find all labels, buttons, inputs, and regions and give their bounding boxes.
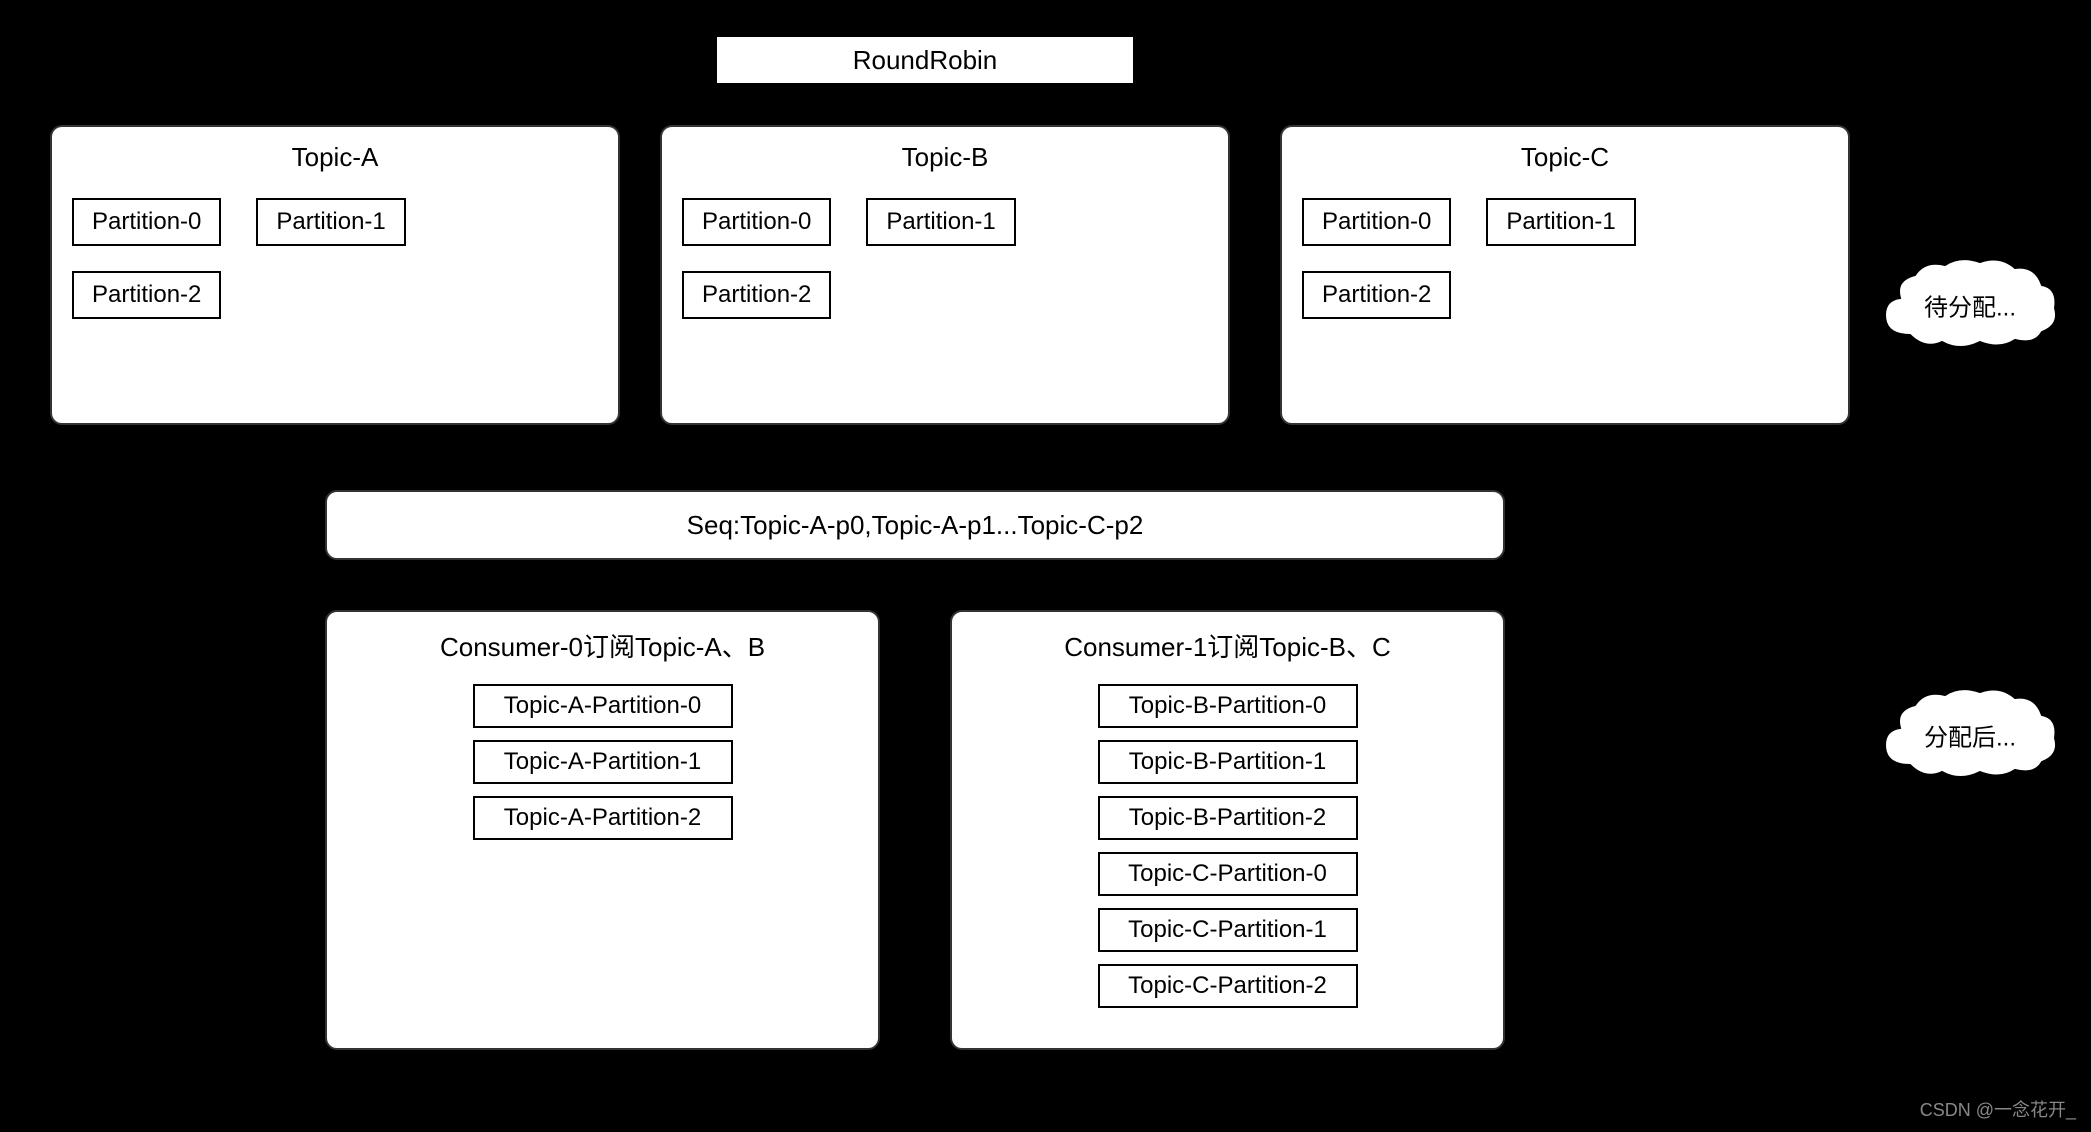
- topic-a-row2: Partition-2: [72, 271, 598, 319]
- topic-a-row1: Partition-0 Partition-1: [72, 198, 598, 246]
- consumer-0-assignment-2: Topic-A-Partition-2: [473, 796, 733, 840]
- cloud-after: 分配后...: [1870, 680, 2070, 790]
- consumer-0-box: Consumer-0订阅Topic-A、B Topic-A-Partition-…: [325, 610, 880, 1050]
- topic-c-partition-1: Partition-1: [1486, 198, 1635, 246]
- topic-b-row1: Partition-0 Partition-1: [682, 198, 1208, 246]
- topic-c-partition-2: Partition-2: [1302, 271, 1451, 319]
- topic-a-title: Topic-A: [72, 142, 598, 173]
- consumer-1-assignment-3: Topic-C-Partition-0: [1098, 852, 1358, 896]
- topic-b-partition-2: Partition-2: [682, 271, 831, 319]
- cloud-before: 待分配...: [1870, 250, 2070, 360]
- topic-b-partition-0: Partition-0: [682, 198, 831, 246]
- topic-a-box: Topic-A Partition-0 Partition-1 Partitio…: [50, 125, 620, 425]
- topic-b-partition-1: Partition-1: [866, 198, 1015, 246]
- cloud-after-text: 分配后...: [1924, 718, 2016, 753]
- consumer-1-assignment-4: Topic-C-Partition-1: [1098, 908, 1358, 952]
- topic-b-box: Topic-B Partition-0 Partition-1 Partitio…: [660, 125, 1230, 425]
- sequence-text: Seq:Topic-A-p0,Topic-A-p1...Topic-C-p2: [687, 510, 1144, 541]
- consumer-1-box: Consumer-1订阅Topic-B、C Topic-B-Partition-…: [950, 610, 1505, 1050]
- topic-b-row2: Partition-2: [682, 271, 1208, 319]
- consumer-1-assignment-1: Topic-B-Partition-1: [1098, 740, 1358, 784]
- topic-c-row2: Partition-2: [1302, 271, 1828, 319]
- topic-a-partition-2: Partition-2: [72, 271, 221, 319]
- topic-b-title: Topic-B: [682, 142, 1208, 173]
- sequence-box: Seq:Topic-A-p0,Topic-A-p1...Topic-C-p2: [325, 490, 1505, 560]
- topic-a-partition-1: Partition-1: [256, 198, 405, 246]
- topic-c-title: Topic-C: [1302, 142, 1828, 173]
- topic-c-box: Topic-C Partition-0 Partition-1 Partitio…: [1280, 125, 1850, 425]
- topic-c-row1: Partition-0 Partition-1: [1302, 198, 1828, 246]
- topic-a-partition-0: Partition-0: [72, 198, 221, 246]
- consumer-1-assignment-0: Topic-B-Partition-0: [1098, 684, 1358, 728]
- consumer-0-title: Consumer-0订阅Topic-A、B: [347, 627, 858, 664]
- topic-c-partition-0: Partition-0: [1302, 198, 1451, 246]
- consumer-0-assignment-0: Topic-A-Partition-0: [473, 684, 733, 728]
- diagram-title-box: RoundRobin: [715, 35, 1135, 85]
- diagram-title: RoundRobin: [853, 45, 998, 76]
- consumer-1-title: Consumer-1订阅Topic-B、C: [972, 627, 1483, 664]
- consumer-1-assignment-5: Topic-C-Partition-2: [1098, 964, 1358, 1008]
- consumer-1-assignment-2: Topic-B-Partition-2: [1098, 796, 1358, 840]
- watermark: CSDN @一念花开_: [1920, 1096, 2076, 1122]
- cloud-before-text: 待分配...: [1924, 288, 2016, 323]
- consumer-0-assignment-1: Topic-A-Partition-1: [473, 740, 733, 784]
